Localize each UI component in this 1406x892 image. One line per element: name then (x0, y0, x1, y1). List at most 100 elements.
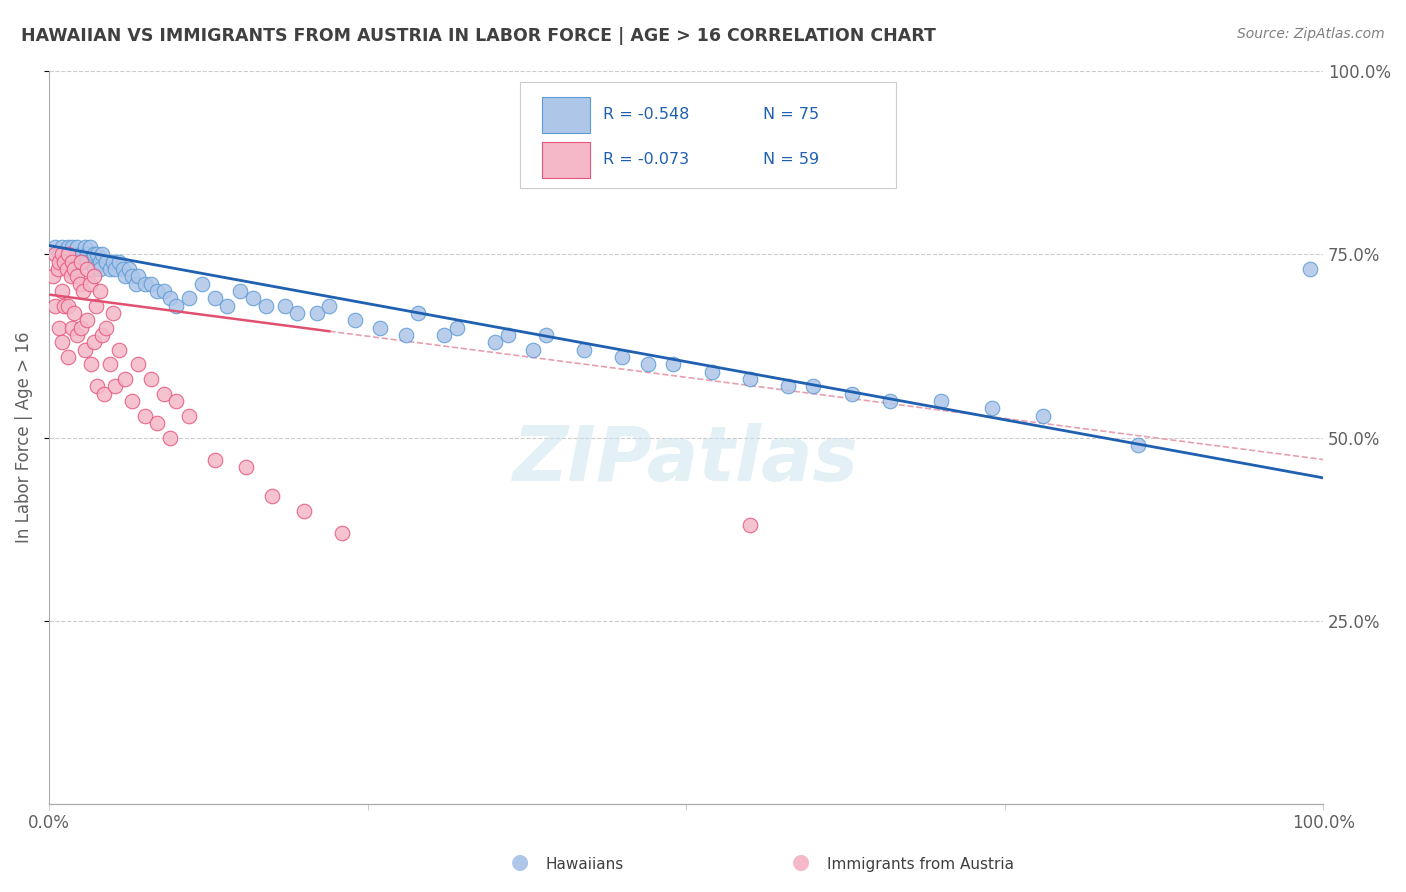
Point (1032, 409, 1054, 423)
Point (51, 335, 73, 350)
Point (980, 401, 1002, 416)
Point (841, 386, 863, 401)
Point (738, 518, 761, 533)
Point (134, 277, 156, 291)
Point (76, 262, 98, 277)
Point (51, 240, 73, 254)
Point (73, 240, 96, 254)
Point (738, 372, 761, 386)
Point (204, 452, 226, 467)
Point (159, 430, 181, 444)
Point (305, 306, 328, 320)
Point (93, 386, 115, 401)
Point (48, 254, 70, 268)
Point (159, 291, 181, 305)
Point (44, 299, 66, 313)
Point (260, 489, 283, 503)
Point (86, 247, 108, 261)
Point (146, 416, 169, 430)
Point (83, 247, 105, 261)
Y-axis label: In Labor Force | Age > 16: In Labor Force | Age > 16 (15, 332, 32, 543)
Point (433, 327, 456, 342)
Point (134, 409, 156, 423)
Point (72, 284, 94, 298)
Point (48, 320, 70, 334)
Point (63, 247, 86, 261)
Point (104, 379, 127, 393)
Point (572, 343, 595, 357)
Point (1299, 262, 1322, 277)
Point (63, 262, 86, 277)
Text: N = 59: N = 59 (762, 153, 818, 168)
Point (395, 327, 418, 342)
Point (446, 320, 468, 334)
Text: R = -0.073: R = -0.073 (603, 153, 689, 168)
Point (60, 240, 83, 254)
Point (191, 277, 214, 291)
Point (51, 284, 73, 298)
Point (63, 306, 86, 320)
FancyBboxPatch shape (543, 96, 591, 133)
Point (96, 254, 118, 268)
Point (42, 269, 65, 284)
Point (318, 299, 340, 313)
Text: HAWAIIAN VS IMMIGRANTS FROM AUSTRIA IN LABOR FORCE | AGE > 16 CORRELATION CHART: HAWAIIAN VS IMMIGRANTS FROM AUSTRIA IN L… (21, 27, 936, 45)
Point (69, 247, 91, 261)
Point (60, 254, 83, 268)
Point (79, 240, 101, 254)
Point (96, 320, 118, 334)
Point (84, 299, 107, 313)
Point (484, 335, 506, 350)
Point (121, 269, 143, 284)
Point (124, 277, 146, 291)
Point (662, 357, 685, 371)
Point (66, 269, 89, 284)
Point (179, 291, 201, 305)
Point (69, 254, 91, 268)
Point (66, 240, 89, 254)
Point (1128, 438, 1150, 452)
Point (114, 269, 136, 284)
Point (80, 357, 103, 371)
Text: ●: ● (793, 853, 810, 872)
Point (48, 247, 70, 261)
Point (368, 320, 391, 334)
Point (165, 393, 187, 408)
Point (101, 306, 124, 320)
Point (330, 525, 353, 540)
Point (121, 393, 143, 408)
Point (139, 277, 162, 291)
Point (51, 247, 73, 261)
Point (83, 269, 105, 284)
Point (53, 247, 76, 261)
Point (101, 254, 124, 268)
Point (98, 357, 121, 371)
Point (56, 262, 79, 277)
Point (91, 247, 114, 261)
Text: Immigrants from Austria: Immigrants from Austria (827, 857, 1014, 872)
Point (76, 247, 98, 261)
Point (69, 254, 91, 268)
Point (496, 327, 519, 342)
Point (104, 262, 127, 277)
Point (127, 269, 149, 284)
Point (152, 386, 174, 401)
Point (803, 379, 825, 393)
Point (69, 277, 91, 291)
Text: R = -0.548: R = -0.548 (603, 107, 689, 122)
Point (60, 320, 83, 334)
Point (292, 504, 315, 518)
Point (89, 254, 111, 268)
Point (179, 409, 201, 423)
Point (79, 277, 101, 291)
Point (56, 247, 79, 261)
Text: Source: ZipAtlas.com: Source: ZipAtlas.com (1237, 27, 1385, 41)
Point (44, 247, 66, 261)
FancyBboxPatch shape (543, 142, 591, 178)
FancyBboxPatch shape (520, 82, 896, 188)
Point (91, 327, 114, 342)
Point (59, 269, 82, 284)
Point (108, 343, 131, 357)
Point (165, 299, 187, 313)
Text: ●: ● (512, 853, 529, 872)
